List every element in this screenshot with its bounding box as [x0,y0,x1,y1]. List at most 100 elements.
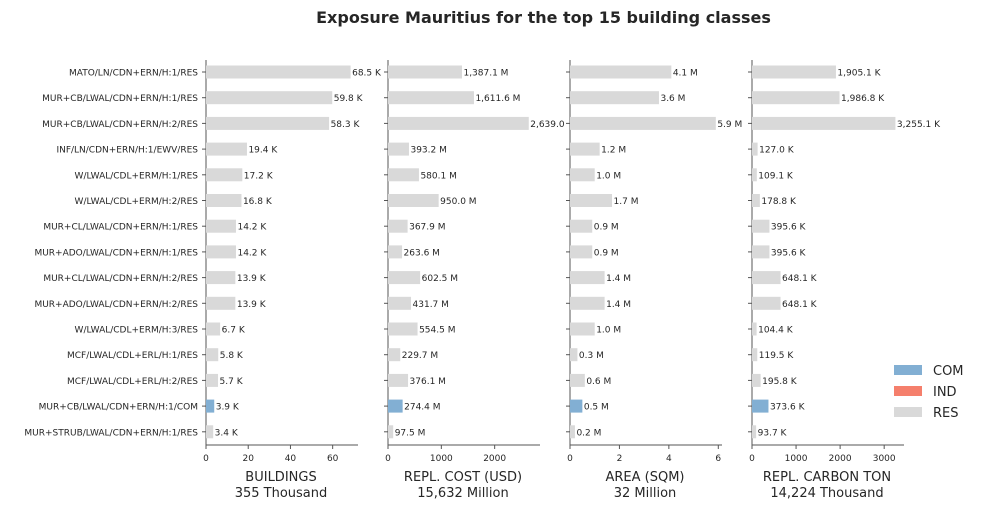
bar-res [388,245,403,259]
bar-value-label: 5.7 K [220,377,244,387]
bar-value-label: 178.8 K [761,197,797,207]
bar-res [752,194,760,207]
bar-res [570,348,578,362]
bar-res [206,348,219,362]
bar-res [206,91,333,105]
bar-value-label: 3.9 K [216,403,240,413]
bar-value-label: 1,387.1 M [463,69,508,79]
panel-total: 15,632 Million [417,486,508,501]
bar-res [570,194,613,207]
bar-res [570,219,593,233]
bar-value-label: 0.9 M [594,223,619,233]
bar-res [752,271,781,285]
category-label: MCF/LWAL/CDL+ERL/H:2/RES [67,377,198,387]
x-tick-label: 0 [203,454,209,464]
bar-value-label: 104.4 K [758,326,794,336]
bar-res [570,373,585,387]
category-label: W/LWAL/CDL+ERM/H:2/RES [75,197,199,207]
bar-value-label: 13.9 K [237,274,267,284]
bar-res [570,65,672,79]
bar-res [570,296,605,310]
x-tick-label: 0 [749,454,755,464]
bar-value-label: 367.9 M [409,223,445,233]
bar-value-label: 58.3 K [331,120,361,130]
bar-value-label: 109.1 K [758,171,794,181]
bar-value-label: 3.6 M [660,94,685,104]
bar-value-label: 1.0 M [596,326,621,336]
panel-total: 32 Million [614,486,677,501]
category-label: MUR+ADO/LWAL/CDN+ERN/H:2/RES [34,300,198,310]
category-label: MUR+CB/LWAL/CDN+ERN/H:1/COM [39,403,198,413]
bar-value-label: 554.5 M [419,326,455,336]
bar-res [388,348,401,362]
bar-value-label: 0.5 M [584,403,609,413]
x-axis-label: REPL. CARBON TON [763,470,891,485]
bar-value-label: 373.6 K [770,403,806,413]
x-tick-label: 0 [567,454,573,464]
bar-value-label: 0.9 M [594,248,619,258]
bar-res [388,296,412,310]
bar-res [206,271,236,285]
bar-value-label: 395.6 K [771,248,807,258]
bar-res [388,168,419,182]
legend-label: IND [933,385,957,400]
x-axis-label: BUILDINGS [245,470,316,485]
x-tick-label: 2 [617,454,623,464]
bar-res [388,65,462,79]
bar-value-label: 195.8 K [762,377,798,387]
bar-value-label: 393.2 M [410,146,446,156]
bar-value-label: 0.6 M [586,377,611,387]
bar-res [388,373,409,387]
bar-value-label: 263.6 M [404,248,440,258]
bar-value-label: 17.2 K [244,171,274,181]
bar-res [206,425,214,439]
legend-swatch-res [894,407,922,417]
bar-com [388,399,403,413]
x-tick-label: 1000 [785,454,808,464]
bar-value-label: 59.8 K [334,94,364,104]
bar-res [388,91,474,105]
legend-label: RES [933,406,959,421]
x-tick-label: 2000 [483,454,506,464]
category-label: MUR+CL/LWAL/CDN+ERN/H:2/RES [43,274,198,284]
x-tick-label: 3000 [873,454,896,464]
bar-res [388,194,439,207]
category-label: MUR+CL/LWAL/CDN+ERN/H:1/RES [43,223,198,233]
bar-res [388,425,394,439]
bar-res [570,245,593,259]
x-tick-label: 4 [666,454,672,464]
bar-res [388,142,409,156]
bar-res [752,91,840,105]
bar-value-label: 3,255.1 K [897,120,941,130]
x-tick-label: 2000 [829,454,852,464]
bar-value-label: 376.1 M [410,377,446,387]
x-tick-label: 0 [385,454,391,464]
bar-res [752,373,761,387]
bar-value-label: 648.1 K [782,300,818,310]
bar-res [570,322,595,336]
bar-value-label: 97.5 M [395,428,426,438]
category-label: W/LWAL/CDL+ERM/H:3/RES [75,326,199,336]
bar-res [388,116,529,130]
bar-value-label: 1.2 M [601,146,626,156]
bar-com [206,399,215,413]
x-tick-label: 1000 [430,454,453,464]
bar-value-label: 648.1 K [782,274,818,284]
bar-res [206,219,236,233]
bar-res [752,425,757,439]
category-label: MCF/LWAL/CDL+ERL/H:1/RES [67,351,198,361]
category-label: INF/LN/CDN+ERN/H:1/EWV/RES [56,146,198,156]
x-axis-label: REPL. COST (USD) [404,470,522,485]
bar-value-label: 3.4 K [215,428,239,438]
bar-value-label: 1.4 M [606,300,631,310]
bar-res [570,142,600,156]
panel-total: 355 Thousand [235,486,328,501]
bar-res [570,168,595,182]
bar-res [206,194,242,207]
category-label: MUR+STRUB/LWAL/CDN+ERN/H:1/RES [24,428,198,438]
bar-res [206,65,351,79]
bar-value-label: 6.7 K [222,326,246,336]
x-tick-label: 40 [285,454,297,464]
